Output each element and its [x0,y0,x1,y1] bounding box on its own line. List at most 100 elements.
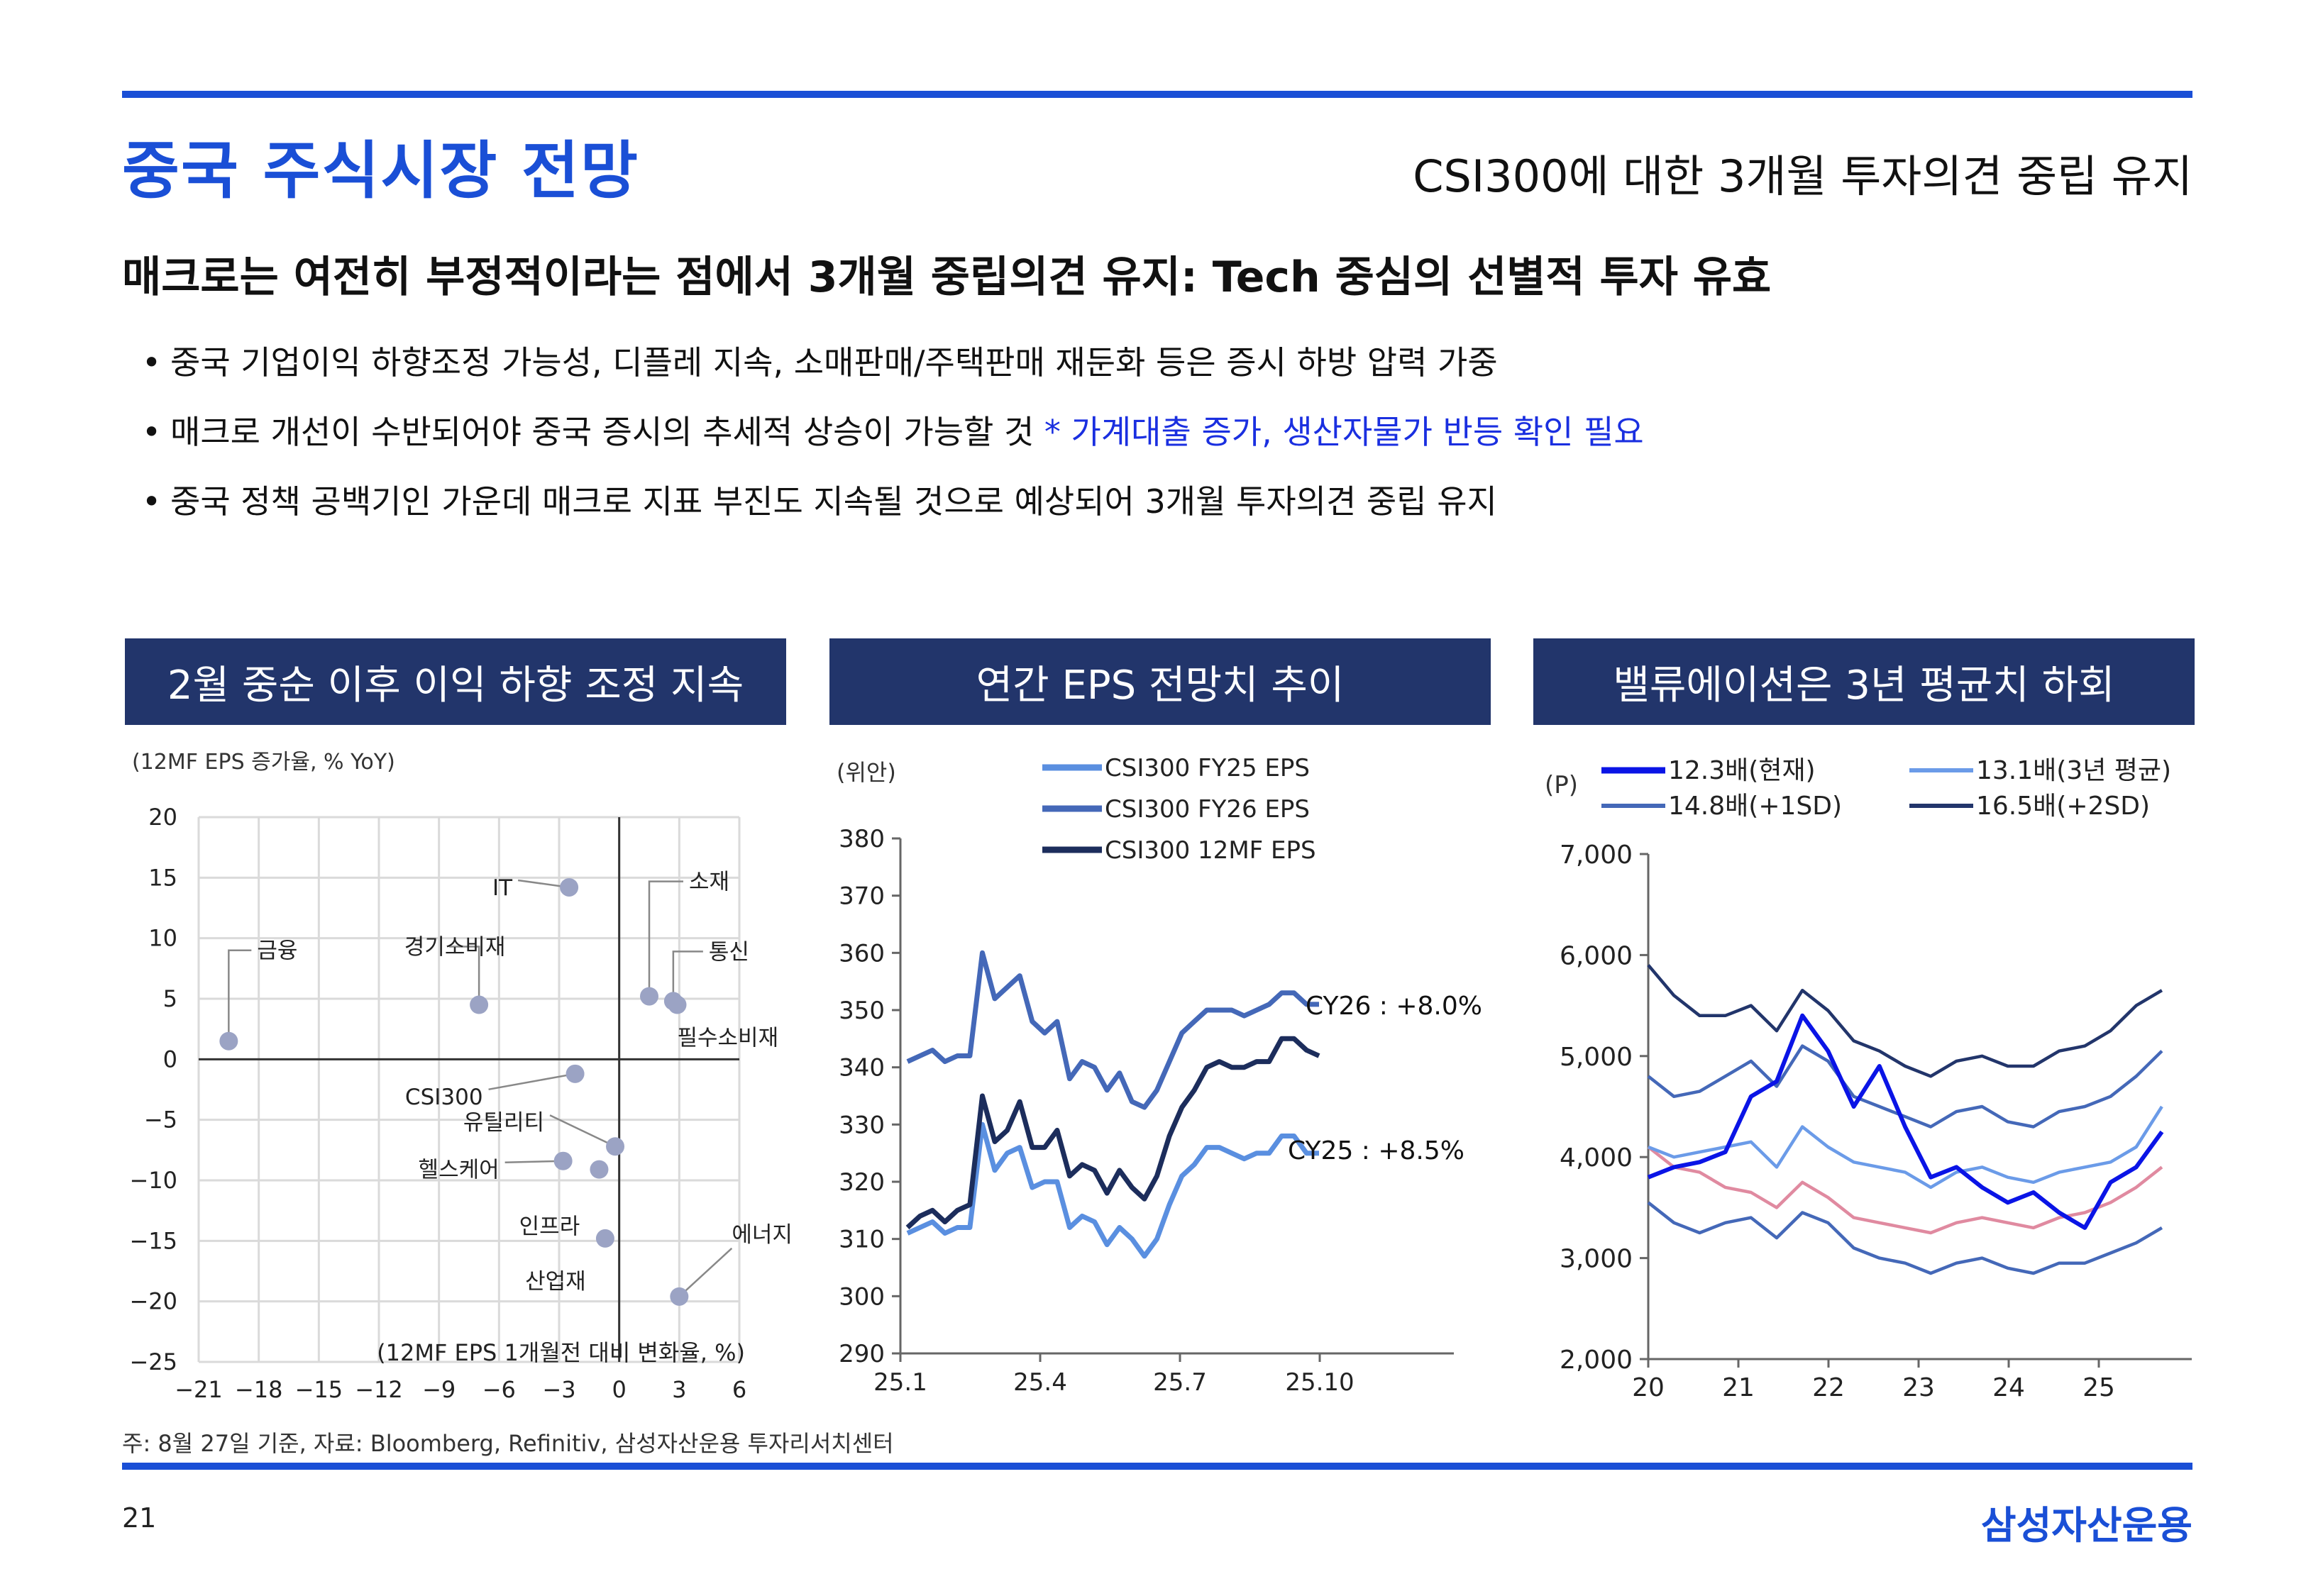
bullet-text: 매크로 개선이 수반되어야 중국 증시의 추세적 상승이 가능할 것 [170,413,1044,451]
series-line [1647,964,2163,1078]
y-tick-label: 15 [148,864,177,891]
y-tick-label: 6,000 [1560,941,1633,970]
scatter-points [219,877,689,1306]
y-tick-label: 5 [163,985,177,1012]
legend-label: CSI300 FY25 EPS [1105,754,1310,782]
x-tick-label: 21 [1722,1373,1755,1402]
scatter-point [553,1151,573,1170]
bullet-dot-icon: • [142,482,162,521]
scatter-leaders [228,879,733,1297]
y-tick-label: 10 [148,925,177,952]
y-tick-label: 3,000 [1560,1245,1633,1274]
leader-line [678,1247,733,1297]
point-label: CSI300 [405,1085,483,1110]
panel-header-eps: 연간 EPS 전망치 추이 [829,638,1491,725]
x-tick-label: 25.10 [1285,1368,1354,1397]
series-line [1647,1201,2163,1275]
scatter-chart: (12MF EPS 증가율, % YoY) −21 −18 −15 −12 −9 −6 −3… [129,750,793,1403]
point-label: 필수소비재 [678,1026,779,1051]
leader-line [228,949,252,1041]
y-tick-label: 330 [839,1111,885,1139]
bullet-item: • 중국 정책 공백기인 가운데 매크로 지표 부진도 지속될 것으로 예상되어 … [142,467,1644,536]
y-tick-label: −5 [144,1107,177,1134]
eps-lines [905,950,1320,1259]
scatter-point [219,1031,238,1051]
scatter-point [670,1287,689,1306]
y-tick-label: 4,000 [1560,1143,1633,1173]
panel-header-valuation: 밸류에이션은 3년 평균치 하회 [1533,638,2195,725]
bullet-dot-icon: • [142,343,162,382]
y-tick-label: 370 [839,882,885,911]
leader-line [672,951,703,1002]
bottom-rule [122,1463,2192,1470]
leader-line [648,880,683,997]
scatter-point [560,877,579,897]
scatter-ticks: −21 −18 −15 −12 −9 −6 −3 0 3 6 20 15 10 5 0 −5 −10 −15 −20… [129,804,746,1403]
bullet-dot-icon: • [142,413,162,451]
leader-line [488,1073,575,1091]
point-label: 경기소비재 [404,935,506,960]
eps-ylabel: (위안) [837,759,896,786]
bullet-list: • 중국 기업이익 하향조정 가능성, 디플레 지속, 소매판매/주택판매 재둔화… [142,328,1644,536]
y-tick-label: 5,000 [1560,1043,1633,1072]
valuation-legend: 12.3배(현재) 13.1배(3년 평균) 14.8배(+1SD) 16.5배(+2… [1601,756,2171,821]
x-tick-label: 25.1 [873,1368,927,1397]
scatter-point [595,1229,614,1248]
x-tick-label: 25.7 [1153,1368,1207,1397]
valuation-lines [1647,964,2164,1275]
scatter-point [668,995,687,1014]
y-tick-label: 320 [839,1168,885,1197]
y-tick-label: 20 [148,804,177,831]
eps-line-chart: (위안) CSI300 FY25 EPS CSI300 FY26 EPS CSI30… [837,754,1482,1397]
page-title: 중국 주식시장 전망 [122,134,639,207]
point-label: 금융 [257,938,297,964]
series-line [1648,1105,2163,1190]
x-tick-label: 0 [612,1376,626,1403]
x-tick-label: −9 [422,1376,456,1403]
x-tick-label: −6 [482,1376,516,1403]
scatter-point [640,987,658,1006]
y-tick-label: 380 [839,825,885,853]
annotation-cy26: CY26 : +8.0% [1306,992,1482,1021]
x-tick-label: 22 [1812,1373,1845,1402]
panel-header-earnings: 2월 중순 이후 이익 하향 조정 지속 [125,638,786,725]
x-tick-label: 3 [672,1376,686,1403]
series-line [1647,1013,2164,1230]
x-tick-label: −12 [355,1376,403,1403]
y-tick-label: 360 [839,939,885,968]
series-line [1647,1044,2163,1129]
x-tick-label: −21 [175,1376,223,1403]
point-label: 인프라 [519,1214,580,1240]
y-tick-label: 310 [839,1226,885,1254]
page-number: 21 [122,1502,157,1534]
legend-label: CSI300 FY26 EPS [1105,795,1310,824]
point-label: 에너지 [732,1222,793,1248]
legend-label: 16.5배(+2SD) [1976,792,2150,821]
page-subtitle: CSI300에 대한 3개월 투자의견 중립 유지 [1413,150,2192,202]
x-tick-label: −18 [235,1376,283,1403]
valuation-line-chart: (P) 12.3배(현재) 13.1배(3년 평균) 14.8배(+1SD) 16.5… [1545,756,2192,1402]
bullet-item: • 매크로 개선이 수반되어야 중국 증시의 추세적 상승이 가능할 것 * 가계… [142,397,1644,467]
y-tick-label: 0 [163,1046,177,1073]
point-label: 산업재 [525,1269,586,1295]
legend-label: CSI300 12MF EPS [1105,836,1316,865]
y-tick-label: −20 [129,1288,177,1315]
y-tick-label: 2,000 [1560,1346,1633,1375]
y-tick-label: −10 [129,1167,177,1194]
scatter-point [566,1064,585,1083]
point-label: 소재 [689,870,729,895]
x-tick-label: −15 [295,1376,343,1403]
x-tick-label: 6 [732,1376,746,1403]
legend-label: 12.3배(현재) [1668,756,1816,785]
scatter-point [590,1160,609,1179]
point-label: 유틸리티 [463,1110,544,1136]
x-tick-label: 25.4 [1013,1368,1067,1397]
bullet-highlight: * 가계대출 증가, 생산자물가 반등 확인 필요 [1044,413,1644,451]
y-tick-label: −15 [129,1227,177,1254]
x-tick-label: 25 [2082,1373,2115,1402]
x-tick-label: −3 [542,1376,575,1403]
leader-line [549,1114,616,1148]
y-tick-label: 340 [839,1054,885,1082]
